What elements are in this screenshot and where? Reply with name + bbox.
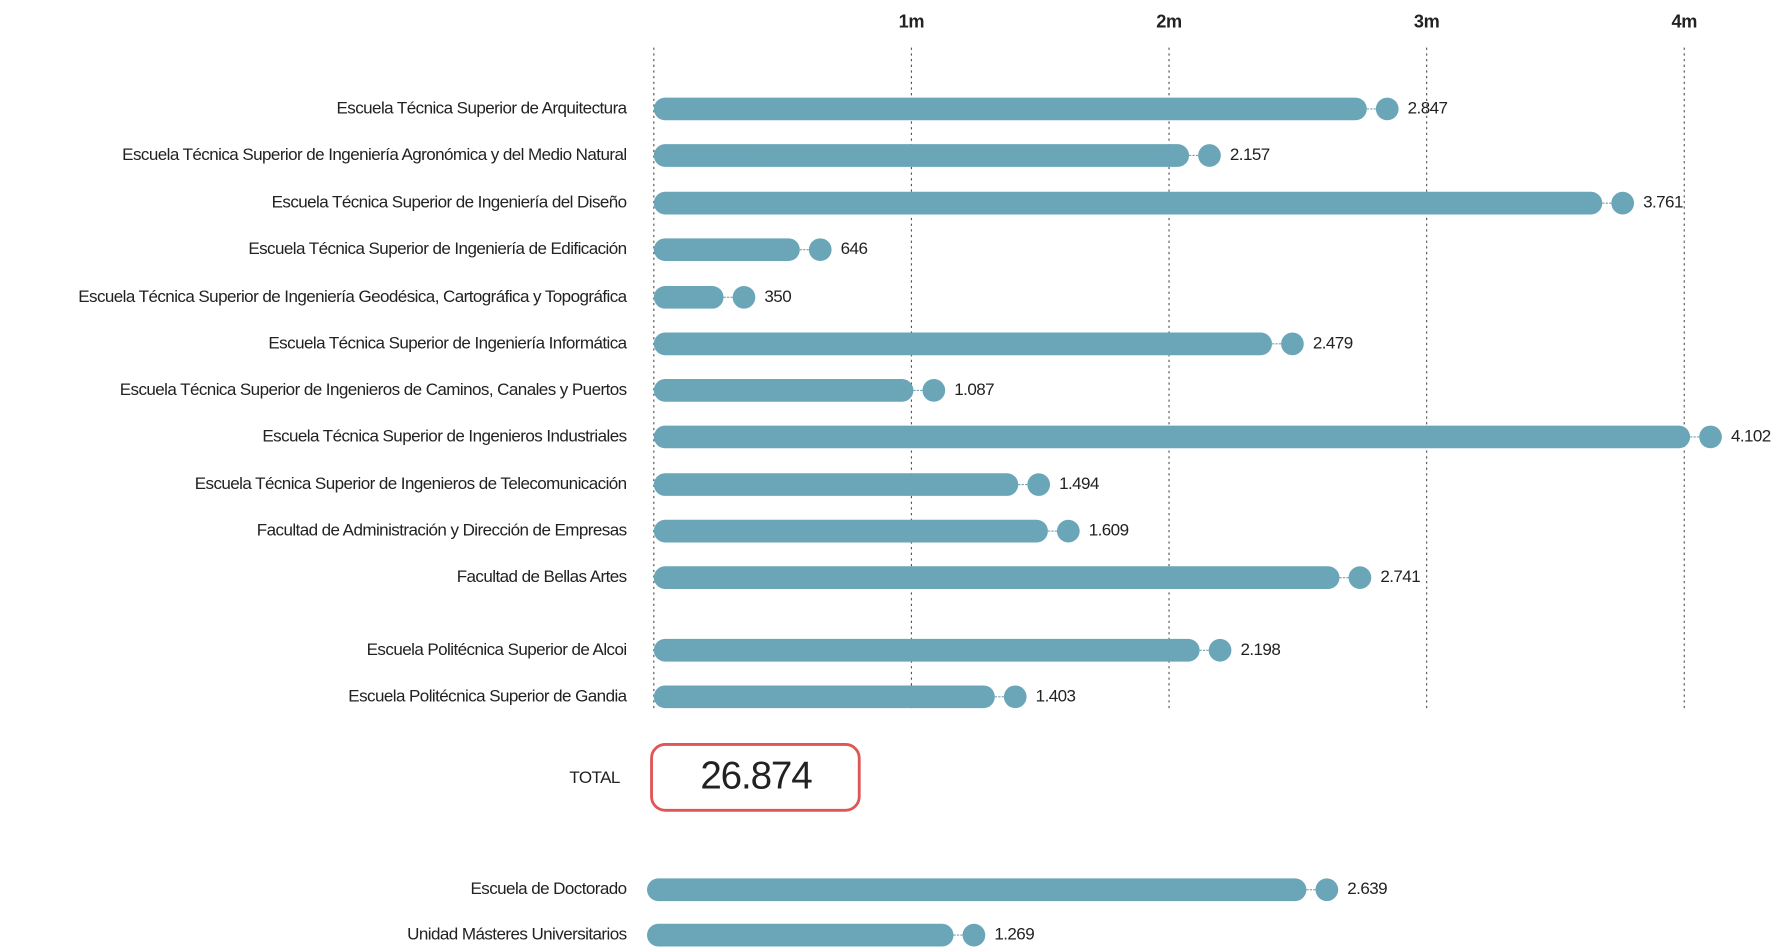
value-label: 1.494	[1059, 474, 1099, 493]
bar-end-dot	[1348, 566, 1372, 589]
value-label: 2.639	[1347, 879, 1387, 898]
value-label: 2.157	[1230, 145, 1270, 164]
total-box	[650, 743, 861, 812]
category-label: Escuela Técnica Superior de Ingeniería G…	[78, 287, 627, 306]
bar-end-dot	[732, 285, 756, 309]
value-label: 3.761	[1643, 193, 1683, 212]
x-tick-label: 4m	[1671, 11, 1697, 31]
category-label: Escuela Técnica Superior de Ingenieros d…	[195, 474, 627, 493]
category-label: Escuela Técnica Superior de Ingeniería d…	[248, 239, 626, 258]
category-label: Escuela Técnica Superior de Ingenieros I…	[262, 426, 626, 445]
x-tick-label: 2m	[1156, 11, 1182, 31]
bar-end-dot	[1198, 144, 1221, 167]
bar-end-dot	[1003, 685, 1027, 709]
x-tick-label: 1m	[899, 11, 925, 31]
bar-end-dot	[1315, 878, 1339, 902]
bar-end-dot	[1375, 97, 1399, 121]
category-label: Escuela Técnica Superior de Ingeniería A…	[122, 145, 626, 164]
value-label: 2.198	[1240, 640, 1280, 659]
bar-end-dot	[962, 923, 986, 947]
value-label: 4.102	[1731, 426, 1771, 445]
category-label: Unidad Másteres Universitarios	[407, 925, 626, 944]
category-label: Escuela Politécnica Superior de Gandia	[348, 686, 627, 705]
value-label: 646	[841, 239, 868, 258]
category-label: Escuela Politécnica Superior de Alcoi	[367, 640, 627, 659]
value-label: 1.269	[994, 925, 1034, 944]
value-label: 2.479	[1313, 333, 1353, 352]
value-label: 1.403	[1036, 686, 1076, 705]
category-label: Escuela de Doctorado	[471, 879, 627, 898]
bar-end-dot	[808, 238, 832, 262]
value-label: 1.609	[1089, 521, 1129, 540]
total-value: 26.874	[700, 755, 812, 798]
category-label: Facultad de Administración y Dirección d…	[257, 521, 627, 540]
total-label: TOTAL	[569, 768, 620, 787]
category-label: Escuela Técnica Superior de Arquitectura	[337, 98, 628, 117]
category-label: Facultad de Bellas Artes	[457, 567, 627, 586]
bar-end-dot	[1208, 638, 1232, 662]
category-label: Escuela Técnica Superior de Ingeniería I…	[268, 333, 627, 352]
value-label: 350	[764, 287, 791, 306]
bar-end-dot	[922, 379, 946, 402]
value-label: 2.847	[1408, 98, 1448, 117]
bar-end-dot	[1611, 191, 1635, 215]
bar-end-dot	[1056, 519, 1080, 543]
category-label: Escuela Técnica Superior de Ingenieros d…	[120, 380, 627, 399]
bar-end-dot	[1699, 425, 1722, 449]
value-label: 2.741	[1380, 567, 1420, 586]
value-label: 1.087	[954, 380, 994, 399]
category-label: Escuela Técnica Superior de Ingeniería d…	[272, 193, 627, 212]
bar-end-dot	[1281, 332, 1304, 356]
bar-end-dot	[1027, 473, 1051, 496]
x-tick-label: 3m	[1414, 11, 1440, 31]
